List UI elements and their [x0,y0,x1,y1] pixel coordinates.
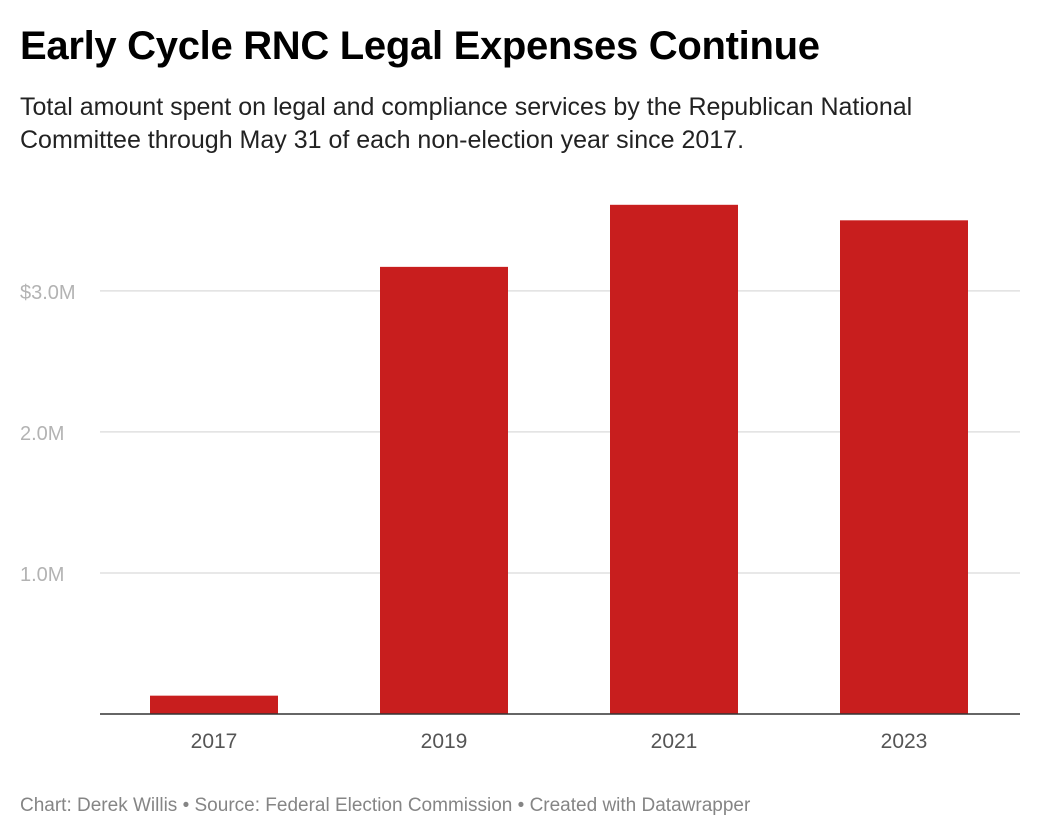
x-tick-labels: 2017 2019 2021 2023 [191,730,928,753]
x-tick-label: 2017 [191,730,238,753]
x-tick-label: 2021 [651,730,698,753]
y-tick-label: $3.0M [20,282,76,304]
y-tick-label: 1.0M [20,564,64,586]
bar-2017 [150,696,278,714]
y-tick-label: 2.0M [20,423,64,445]
bars [150,205,968,714]
bar-2019 [380,267,508,714]
x-tick-label: 2019 [421,730,468,753]
y-tick-labels: 1.0M 2.0M $3.0M [20,282,76,586]
chart-footer: Chart: Derek Willis • Source: Federal El… [20,793,750,819]
bar-2023 [840,220,968,714]
x-tick-label: 2023 [881,730,928,753]
bar-2021 [610,205,738,714]
